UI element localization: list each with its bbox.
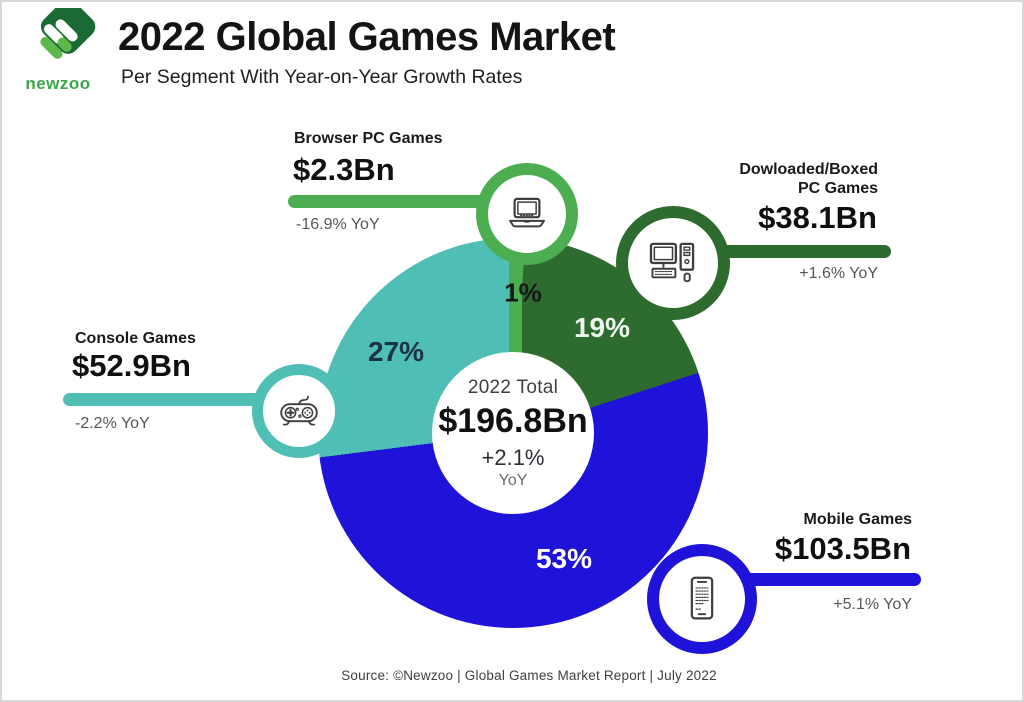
- total-growth-unit: YoY: [498, 471, 528, 489]
- gamepad-icon: [280, 395, 318, 426]
- newzoo-logo: newzoo: [19, 8, 106, 94]
- downloaded-icon-circle: [616, 206, 730, 320]
- mobile-callout-yoy: +5.1% YoY: [833, 596, 912, 613]
- console-callout-name: Console Games: [75, 330, 196, 347]
- console-icon-circle: [252, 364, 346, 458]
- console-connector-bar: [63, 393, 289, 406]
- slice-label-mobile: 53%: [535, 543, 593, 574]
- slice-label-console: 27%: [367, 336, 425, 367]
- page-title: 2022 Global Games Market: [118, 15, 616, 59]
- slice-label-downloaded: 19%: [573, 312, 631, 343]
- downloaded-callout-value: $38.1Bn: [758, 200, 877, 235]
- browser-callout-name: Browser PC Games: [294, 130, 443, 147]
- smartphone-icon: [690, 576, 714, 620]
- laptop-icon: [509, 197, 545, 228]
- newzoo-logo-icon: [40, 8, 96, 59]
- desktop-computer-icon: [649, 242, 695, 283]
- mobile-icon-circle: [647, 544, 757, 654]
- pie-center-total: 2022 Total $196.8Bn +2.1% YoY: [432, 352, 594, 514]
- browser-connector-bar: [288, 195, 516, 208]
- total-growth: +2.1%: [481, 444, 545, 470]
- downloaded-callout-name-line1: Dowloaded/Boxed: [739, 161, 878, 178]
- source-credit: Source: ©Newzoo | Global Games Market Re…: [341, 668, 717, 683]
- total-label: 2022 Total: [467, 376, 559, 398]
- page-subtitle: Per Segment With Year-on-Year Growth Rat…: [121, 66, 523, 88]
- newzoo-logo-text: newzoo: [25, 74, 91, 93]
- total-value: $196.8Bn: [438, 401, 588, 440]
- downloaded-callout-yoy: +1.6% YoY: [799, 265, 878, 282]
- browser-callout-yoy: -16.9% YoY: [296, 216, 380, 233]
- downloaded-callout-name: Dowloaded/Boxed PC Games: [739, 160, 878, 198]
- mobile-callout-name: Mobile Games: [803, 511, 912, 528]
- browser-icon-circle: [476, 163, 578, 265]
- mobile-callout-value: $103.5Bn: [774, 531, 911, 566]
- browser-callout-value: $2.3Bn: [293, 152, 395, 187]
- downloaded-callout-name-line2: PC Games: [797, 180, 878, 197]
- slice-label-browser: 1%: [504, 277, 542, 308]
- console-callout-yoy: -2.2% YoY: [75, 415, 150, 432]
- console-callout-value: $52.9Bn: [72, 348, 191, 383]
